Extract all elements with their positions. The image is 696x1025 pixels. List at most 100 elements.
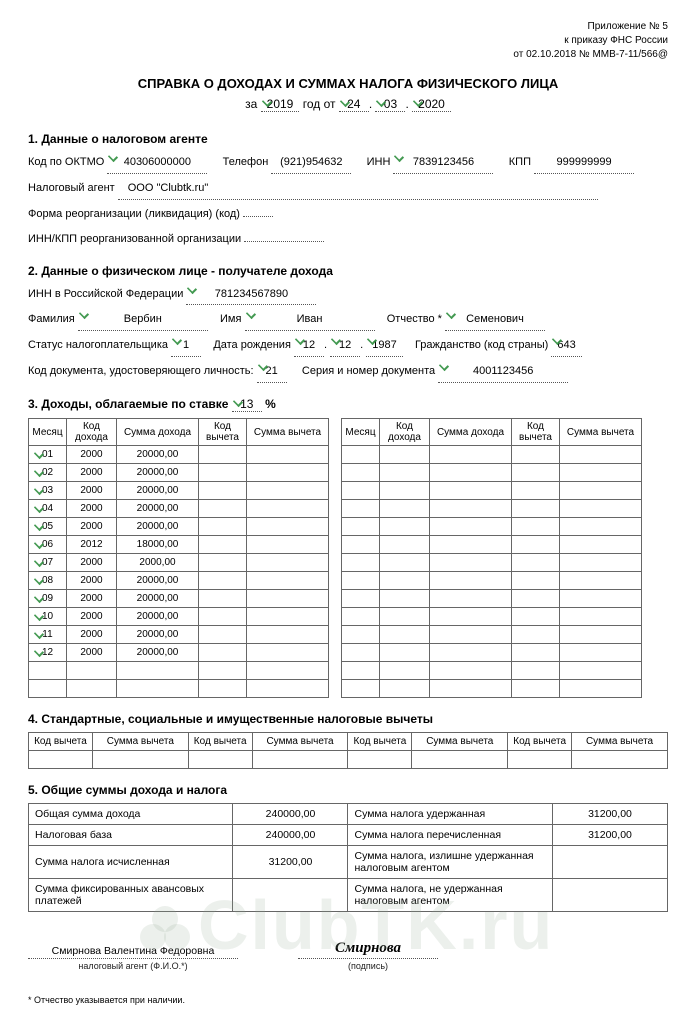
- signer-name: Смирнова Валентина Федоровна: [28, 945, 238, 959]
- income-row-blank: [342, 572, 642, 590]
- totals-row: Сумма фиксированных авансовых платежейСу…: [29, 879, 668, 912]
- section3-title: 3. Доходы, облагаемые по ставке 13 %: [28, 397, 668, 412]
- signature: Смирнова: [298, 940, 438, 959]
- col-ded-sum: Сумма вычета: [560, 419, 642, 446]
- cit-label: Гражданство (код страны): [415, 339, 548, 351]
- s2-row-innrf: ИНН в Российской Федерации 781234567890: [28, 284, 668, 306]
- doccode-label: Код документа, удостоверяющего личность:: [28, 365, 254, 377]
- income-row: 11200020000,00: [29, 626, 329, 644]
- income-table-right: Месяц Код дохода Сумма дохода Код вычета…: [341, 418, 642, 698]
- section2-title: 2. Данные о физическом лице - получателе…: [28, 264, 668, 278]
- ded-col-sv: Сумма вычета: [92, 733, 188, 751]
- header-appendix: Приложение № 5 к приказу ФНС России от 0…: [28, 20, 668, 62]
- col-ded-sum: Сумма вычета: [247, 419, 329, 446]
- section5-title: 5. Общие суммы дохода и налога: [28, 783, 668, 797]
- ded-col-kv: Код вычета: [348, 733, 412, 751]
- document-title: СПРАВКА О ДОХОДАХ И СУММАХ НАЛОГА ФИЗИЧЕ…: [28, 76, 668, 91]
- ded-col-kv: Код вычета: [29, 733, 93, 751]
- inn-value: 7839123456: [393, 152, 493, 174]
- s1-row-agent: Налоговый агент ООО "Clubtk.ru": [28, 178, 668, 200]
- income-row: 01200020000,00: [29, 446, 329, 464]
- col-income-sum: Сумма дохода: [117, 419, 199, 446]
- income-row-blank: [342, 590, 642, 608]
- reorg-label: Форма реорганизации (ликвидация) (код): [28, 208, 240, 220]
- income-row-blank: [29, 680, 329, 698]
- kpp-label: КПП: [509, 156, 531, 168]
- name-label: Имя: [220, 313, 241, 325]
- s3-title-text: 3. Доходы, облагаемые по ставке: [28, 397, 228, 411]
- ded-col-sv: Сумма вычета: [412, 733, 508, 751]
- col-month: Месяц: [342, 419, 380, 446]
- date-day: 24: [339, 97, 369, 112]
- label-za: за: [245, 97, 257, 111]
- s2-row-fio: Фамилия Вербин Имя Иван Отчество * Семен…: [28, 309, 668, 331]
- otch-label: Отчество *: [387, 313, 442, 325]
- fam-label: Фамилия: [28, 313, 75, 325]
- income-row-blank: [29, 662, 329, 680]
- stat-value: 1: [171, 335, 201, 357]
- kpp-value: 999999999: [534, 152, 634, 174]
- col-income-code: Код дохода: [67, 419, 117, 446]
- income-row-blank: [342, 662, 642, 680]
- s1-row-innkpp: ИНН/КПП реорганизованной организации: [28, 229, 668, 250]
- income-row: 06201218000,00: [29, 536, 329, 554]
- income-row: 03200020000,00: [29, 482, 329, 500]
- col-month: Месяц: [29, 419, 67, 446]
- income-row: 04200020000,00: [29, 500, 329, 518]
- totals-row: Сумма налога исчисленная31200,00Сумма на…: [29, 846, 668, 879]
- col-income-code: Код дохода: [380, 419, 430, 446]
- header-line: к приказу ФНС России: [28, 34, 668, 48]
- s3-pct: %: [265, 397, 276, 411]
- totals-row: Общая сумма дохода240000,00Сумма налога …: [29, 804, 668, 825]
- deductions-table: Код вычета Сумма вычета Код вычета Сумма…: [28, 732, 668, 769]
- document-subtitle: за 2019 год от 24. 03. 2020: [28, 97, 668, 112]
- stat-label: Статус налогоплательщика: [28, 339, 168, 351]
- col-ded-code: Код вычета: [512, 419, 560, 446]
- section1-title: 1. Данные о налоговом агенте: [28, 132, 668, 146]
- docser-label: Серия и номер документа: [302, 365, 435, 377]
- income-row-blank: [342, 500, 642, 518]
- cit-value: 643: [551, 335, 581, 357]
- income-row: 08200020000,00: [29, 572, 329, 590]
- income-row-blank: [342, 554, 642, 572]
- name-value: Иван: [245, 309, 375, 331]
- signature-sub: (подпись): [298, 961, 438, 971]
- dob-year: 1987: [366, 335, 402, 357]
- reorg-value: [243, 216, 273, 217]
- income-row-blank: [342, 464, 642, 482]
- income-row-blank: [342, 626, 642, 644]
- s3-rate: 13: [232, 397, 262, 412]
- ded-col-kv: Код вычета: [508, 733, 572, 751]
- s1-row-codes: Код по ОКТМО 40306000000 Телефон (921)95…: [28, 152, 668, 174]
- date-year: 2020: [412, 97, 451, 112]
- oktmo-value: 40306000000: [107, 152, 207, 174]
- signature-block: Смирнова Валентина Федоровна налоговый а…: [28, 940, 668, 971]
- income-row-blank: [342, 482, 642, 500]
- agent-label: Налоговый агент: [28, 182, 115, 194]
- docser-value: 4001123456: [438, 361, 568, 383]
- income-row-blank: [342, 608, 642, 626]
- header-line: от 02.10.2018 № ММВ-7-11/566@: [28, 48, 668, 62]
- col-income-sum: Сумма дохода: [430, 419, 512, 446]
- oktmo-label: Код по ОКТМО: [28, 156, 104, 168]
- income-row-blank: [342, 680, 642, 698]
- innkpp-label: ИНН/КПП реорганизованной организации: [28, 233, 241, 245]
- income-row-blank: [342, 536, 642, 554]
- label-god-ot: год от: [303, 97, 336, 111]
- dob-month: 12: [330, 335, 360, 357]
- income-row-blank: [342, 518, 642, 536]
- totals-table: Общая сумма дохода240000,00Сумма налога …: [28, 803, 668, 912]
- s2-row-stat: Статус налогоплательщика 1 Дата рождения…: [28, 335, 668, 357]
- date-month: 03: [375, 97, 405, 112]
- tel-value: (921)954632: [271, 152, 351, 174]
- col-ded-code: Код вычета: [199, 419, 247, 446]
- income-row-blank: [342, 644, 642, 662]
- innrf-value: 781234567890: [186, 284, 316, 306]
- income-tables-wrap: Месяц Код дохода Сумма дохода Код вычета…: [28, 418, 668, 698]
- income-row: 12200020000,00: [29, 644, 329, 662]
- dob-label: Дата рождения: [213, 339, 291, 351]
- income-table-left: Месяц Код дохода Сумма дохода Код вычета…: [28, 418, 329, 698]
- s2-row-doc: Код документа, удостоверяющего личность:…: [28, 361, 668, 383]
- header-line: Приложение № 5: [28, 20, 668, 34]
- ded-col-sv: Сумма вычета: [252, 733, 348, 751]
